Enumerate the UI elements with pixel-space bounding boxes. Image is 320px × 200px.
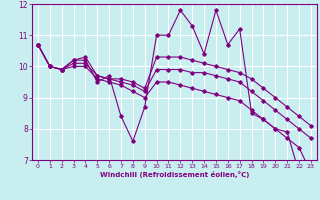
X-axis label: Windchill (Refroidissement éolien,°C): Windchill (Refroidissement éolien,°C) bbox=[100, 171, 249, 178]
